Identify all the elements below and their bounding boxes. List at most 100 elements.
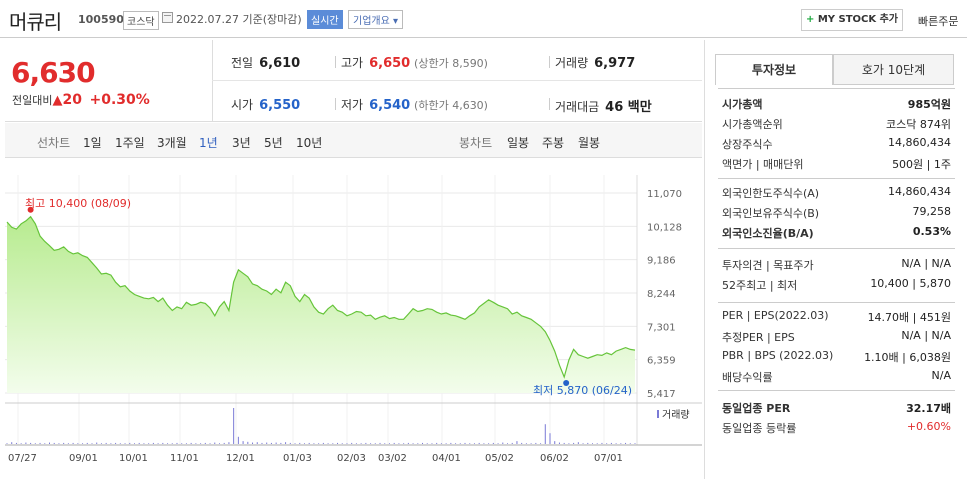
info-value: 985억원 (907, 98, 951, 111)
x-tick-label: 06/02 (540, 453, 569, 464)
y-tick-label: 11,070 (647, 189, 682, 200)
info-key: 상장주식수 (722, 138, 773, 151)
info-value: 0.53% (912, 225, 951, 238)
y-tick-label: 8,244 (647, 289, 676, 300)
panel-divider (718, 302, 955, 303)
x-tick-label: 03/02 (378, 453, 407, 464)
period-5y[interactable]: 5년 (264, 136, 283, 150)
info-value: N/A | N/A (901, 257, 951, 270)
tab-hoga-10[interactable]: 호가 10단계 (833, 54, 954, 85)
period-1y[interactable]: 1년 (199, 136, 218, 150)
price-chart-svg: 11,070 10,128 9,186 8,244 7,301 6,359 5,417 최고… (5, 175, 702, 464)
info-value: 14,860,434 (888, 136, 951, 149)
x-tick-label: 05/02 (485, 453, 514, 464)
info-value: N/A | N/A (901, 329, 951, 342)
y-tick-label: 5,417 (647, 389, 676, 400)
price-line (6, 215, 636, 379)
investment-info-panel: 투자정보 호가 10단계 시가총액 985억원 시가총액순위 코스닥 874위 상장주식… (704, 40, 967, 479)
volume-label: 거래량 (662, 409, 690, 421)
y-tick-label: 6,359 (647, 356, 676, 367)
x-tick-label: 10/01 (119, 453, 148, 464)
prev-close: 전일 6,610 (231, 56, 301, 71)
x-tick-label: 12/01 (226, 453, 255, 464)
period-1d[interactable]: 1일 (83, 136, 102, 150)
up-arrow-icon: ▲ (52, 93, 63, 108)
divider (335, 98, 336, 110)
y-tick-label: 10,128 (647, 222, 682, 233)
stock-header: 머큐리 100590 코스닥 2022.07.27 기준(장마감) 실시간 기업… (0, 0, 967, 38)
panel-divider (718, 88, 955, 89)
x-tick-label: 11/01 (170, 453, 199, 464)
info-value: 32.17배 (906, 402, 951, 415)
change-value: 20 (62, 92, 82, 108)
plus-icon: + (805, 14, 815, 25)
open-price: 시가 6,550 (231, 98, 301, 113)
divider (212, 80, 702, 81)
tab-invest-info[interactable]: 투자정보 (715, 54, 833, 85)
realtime-button[interactable]: 실시간 (307, 10, 343, 29)
price-area-fill (7, 216, 635, 393)
period-1w[interactable]: 1주일 (115, 136, 145, 150)
info-value: N/A (931, 369, 951, 382)
candle-weekly[interactable]: 주봉 (542, 136, 565, 150)
info-value: 코스닥 874위 (886, 118, 951, 131)
company-info-dropdown[interactable]: 기업개요 ▾ (348, 10, 403, 29)
high-price: 고가 6,650 (상한가 8,590) (341, 56, 488, 71)
stock-code: 100590 (78, 13, 124, 26)
info-key: 52주최고 | 최저 (722, 279, 798, 292)
price-summary: 6,630 전일대비▲20 +0.30% 전일 6,610 고가 6,650 (상한… (5, 40, 702, 122)
info-key: PER | EPS(2022.03) (722, 309, 829, 322)
info-value: 1.10배 | 6,038원 (864, 351, 951, 364)
period-3y[interactable]: 3년 (232, 136, 251, 150)
x-tick-label: 07/01 (594, 453, 623, 464)
info-value: 14,860,434 (888, 185, 951, 198)
y-tick-label: 7,301 (647, 322, 676, 333)
x-tick-label: 02/03 (337, 453, 366, 464)
x-tick-label: 07/27 (8, 453, 37, 464)
volume: 거래량 6,977 (555, 56, 636, 71)
low-price: 저가 6,540 (하한가 4,630) (341, 98, 488, 113)
line-chart-label: 선차트 (37, 136, 71, 150)
panel-divider (718, 178, 955, 179)
divider (549, 56, 550, 68)
info-key: 외국인보유주식수(B) (722, 207, 820, 220)
y-tick-label: 9,186 (647, 256, 676, 267)
price-chart[interactable]: 11,070 10,128 9,186 8,244 7,301 6,359 5,417 최고… (5, 160, 702, 479)
info-value: 10,400 | 5,870 (870, 277, 951, 290)
info-value: 14.70배 | 451원 (867, 311, 951, 324)
add-mystock-button[interactable]: + MY STOCK 추가 (801, 9, 903, 31)
divider (212, 40, 213, 122)
chart-period-bar: 선차트 1일 1주일 3개월 1년 3년 5년 10년 봉차트 일봉 주봉 월봉 (5, 123, 702, 158)
calendar-icon (162, 12, 173, 23)
market-badge: 코스닥 (123, 11, 159, 30)
info-value: 79,258 (912, 205, 952, 218)
candle-daily[interactable]: 일봉 (507, 136, 530, 150)
panel-divider (718, 248, 955, 249)
min-label: 최저 5,870 (06/24) (533, 384, 632, 397)
info-key: 외국인한도주식수(A) (722, 187, 820, 200)
info-value: 500원 | 1주 (892, 158, 951, 171)
trade-amount: 거래대금 46 백만 (555, 100, 652, 115)
add-mystock-label: MY STOCK 추가 (817, 14, 899, 25)
quick-order-link[interactable]: 빠른주문 (918, 15, 959, 28)
info-key: 투자의견 | 목표주가 (722, 259, 814, 272)
info-key: 시가총액 (722, 98, 763, 111)
divider (335, 56, 336, 68)
info-key: 외국인소진율(B/A) (722, 227, 814, 240)
max-label: 최고 10,400 (08/09) (25, 197, 131, 210)
info-key: 액면가 | 매매단위 (722, 158, 804, 171)
info-value: +0.60% (906, 420, 951, 433)
panel-divider (718, 390, 955, 391)
info-key: PBR | BPS (2022.03) (722, 349, 834, 362)
candle-monthly[interactable]: 월봉 (578, 136, 601, 150)
stock-name: 머큐리 (9, 10, 62, 34)
current-price: 6,630 (11, 56, 96, 89)
candle-chart-label: 봉차트 (459, 136, 493, 150)
x-tick-label: 09/01 (69, 453, 98, 464)
x-tick-label: 01/03 (283, 453, 312, 464)
max-marker (27, 206, 34, 213)
change-label: 전일대비 (12, 94, 53, 107)
base-date: 2022.07.27 기준(장마감) (176, 13, 302, 26)
period-10y[interactable]: 10년 (296, 136, 323, 150)
period-3m[interactable]: 3개월 (157, 136, 187, 150)
